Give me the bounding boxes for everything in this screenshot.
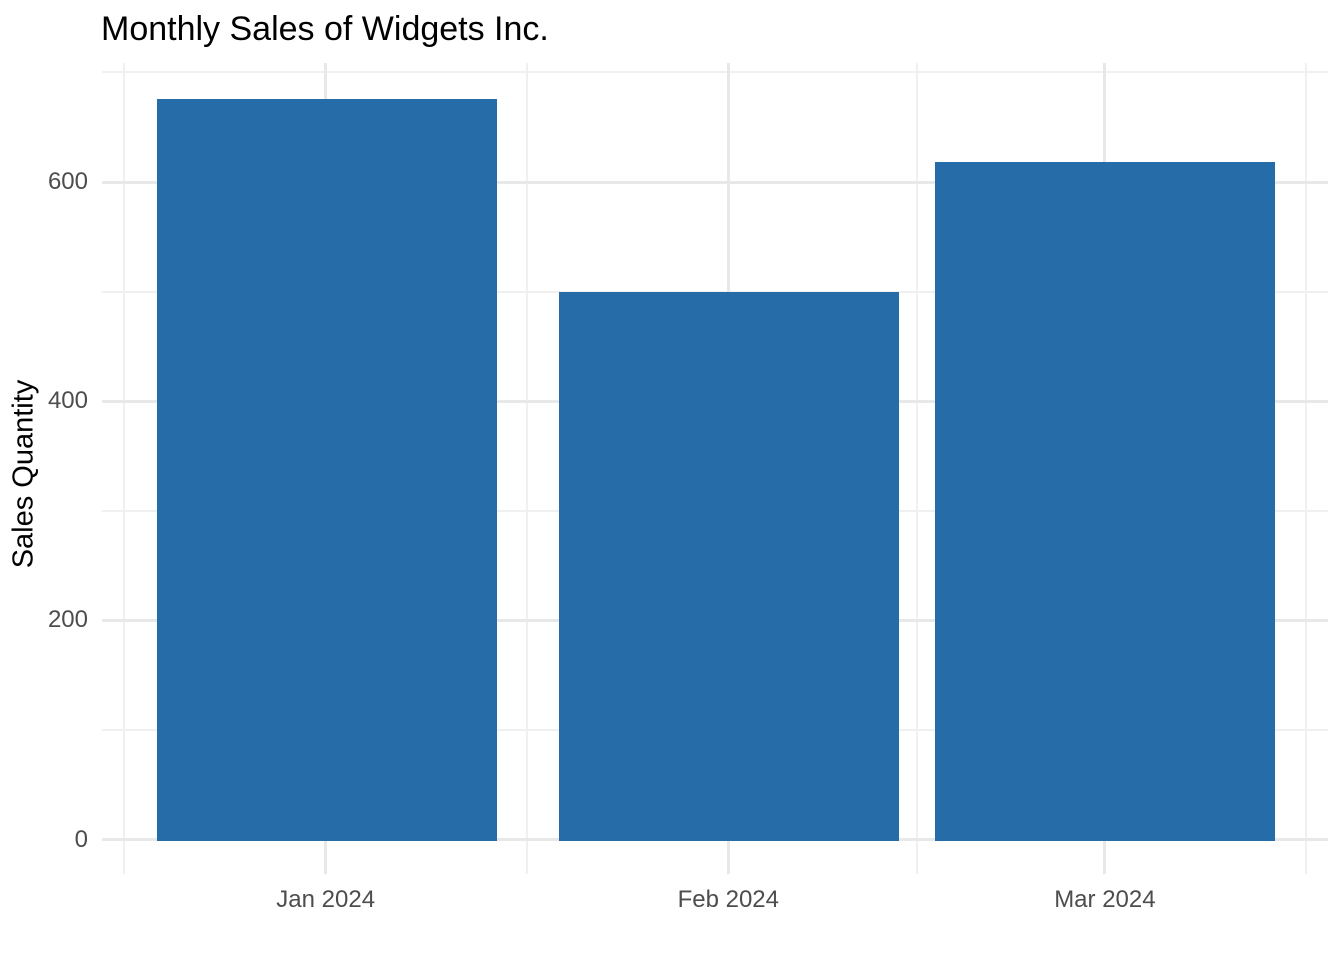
gridline-minor-y-700 — [102, 71, 1328, 74]
plot-panel — [102, 63, 1328, 874]
y-tick-label-600: 600 — [47, 168, 88, 195]
gridline-y-600 — [102, 180, 1328, 184]
gridline-minor-x-3 — [1304, 63, 1307, 874]
y-tick-label-400: 400 — [47, 387, 88, 415]
y-tick-label-0: 0 — [74, 825, 88, 853]
x-tick-label-mar-2024: Mar 2024 — [1054, 886, 1156, 913]
x-tick-label-jan-2024: Jan 2024 — [276, 886, 376, 913]
bar-mar-2024 — [934, 162, 1275, 841]
chart-title: Monthly Sales of Widgets Inc. — [101, 10, 549, 48]
bar-feb-2024 — [558, 291, 899, 841]
y-tick-label-200: 200 — [47, 606, 88, 634]
bar-jan-2024 — [156, 98, 497, 841]
gridline-minor-x-1 — [526, 63, 528, 874]
gridline-minor-x-2 — [915, 63, 918, 874]
x-tick-label-feb-2024: Feb 2024 — [677, 886, 779, 913]
gridline-minor-x-0 — [123, 63, 126, 874]
